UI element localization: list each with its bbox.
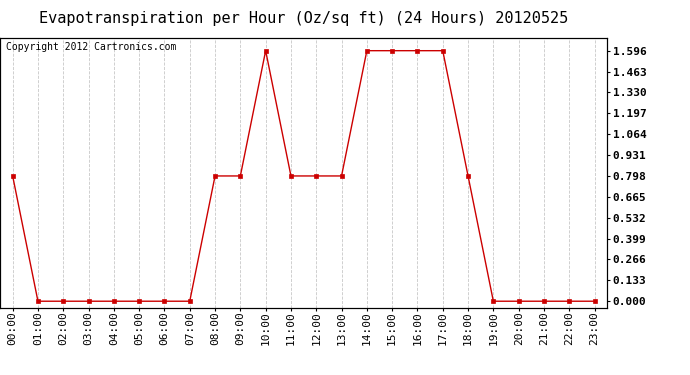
Text: Copyright 2012 Cartronics.com: Copyright 2012 Cartronics.com <box>6 42 177 51</box>
Text: Evapotranspiration per Hour (Oz/sq ft) (24 Hours) 20120525: Evapotranspiration per Hour (Oz/sq ft) (… <box>39 11 569 26</box>
